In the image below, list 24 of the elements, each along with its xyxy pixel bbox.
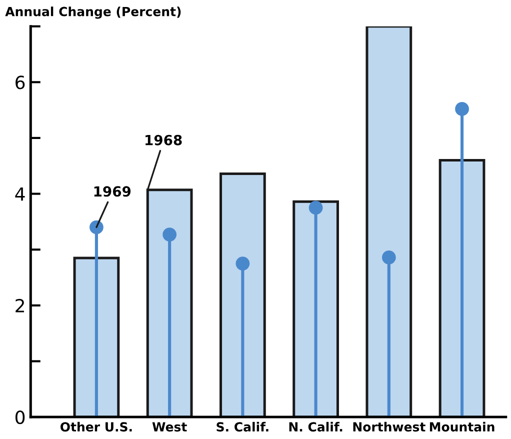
y-tick-label: 2 xyxy=(16,298,24,312)
y-tick-label: 0 xyxy=(16,410,25,424)
y-axis-title: Annual Change (Percent) xyxy=(5,6,181,19)
x-tick-label: Other U.S. xyxy=(60,422,132,432)
x-tick-label: N. Calif. xyxy=(289,422,342,432)
point xyxy=(236,256,250,270)
bar xyxy=(220,172,266,418)
point xyxy=(90,220,104,234)
point xyxy=(308,200,323,215)
x-tick-label: Northwest xyxy=(353,422,426,432)
bar xyxy=(366,26,412,418)
text: 1968 xyxy=(146,134,182,146)
bar xyxy=(438,159,486,418)
x-tick-label: S. Calif. xyxy=(216,422,268,432)
point xyxy=(162,228,177,242)
y-tick-label: 6 xyxy=(16,76,25,90)
bar xyxy=(73,256,120,418)
x-tick-label: Mountain xyxy=(430,422,494,432)
point xyxy=(382,250,396,264)
bar xyxy=(292,200,339,418)
point xyxy=(455,102,469,116)
series-label: 1969 xyxy=(94,186,131,197)
y-tick-label: 4 xyxy=(15,187,25,201)
x-tick-label: West xyxy=(152,422,187,432)
